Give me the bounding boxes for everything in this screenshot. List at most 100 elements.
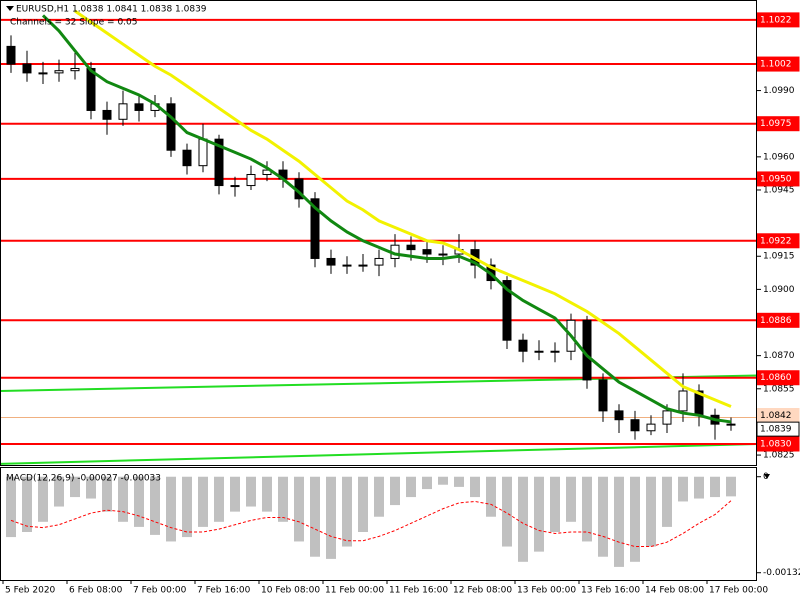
macd-bar (614, 476, 624, 567)
candle-body (630, 419, 640, 432)
macd-bar (118, 476, 128, 522)
candle-body (614, 410, 624, 421)
candle-body (310, 198, 320, 259)
y-tick-label: 1.0900 (763, 285, 795, 295)
x-tick-label: 6 Feb 08:00 (69, 586, 123, 596)
y-tick-label: 1.0825 (763, 451, 795, 461)
macd-bar (278, 476, 288, 522)
price-box-label: 1.0842 (760, 411, 792, 421)
candle-body (22, 63, 32, 74)
macd-bar (166, 476, 176, 542)
macd-bar (582, 476, 592, 542)
macd-bar (374, 476, 384, 517)
macd-bar (406, 476, 416, 498)
macd-bar (646, 476, 656, 547)
macd-bar (182, 476, 192, 538)
y-tick-label: 1.0870 (763, 351, 795, 361)
candle-body (70, 67, 80, 72)
price-box-label: 1.0922 (760, 236, 792, 246)
macd-bar (230, 476, 240, 512)
candle-body (166, 103, 176, 151)
macd-bar (390, 476, 400, 506)
candle-body (102, 109, 112, 120)
candle-body (502, 280, 512, 341)
macd-bar (518, 476, 528, 562)
candle-body (726, 423, 736, 426)
plot-layer: 1.08251.08551.08701.09001.09151.09451.09… (0, 9, 800, 596)
macd-bar (534, 476, 544, 552)
candle-body (86, 67, 96, 111)
macd-arrow[interactable] (764, 474, 770, 479)
macd-bar (598, 476, 608, 557)
candle-body (230, 185, 240, 188)
macd-bar (22, 476, 32, 532)
macd-bar (726, 476, 736, 497)
macd-title: MACD(12,26,9) -0.00027 -0.00033 (6, 474, 161, 484)
candle-body (518, 339, 528, 352)
macd-bar (102, 476, 112, 512)
y-tick-label: 1.0960 (763, 152, 795, 162)
candle-body (406, 244, 416, 251)
trendline (0, 443, 758, 465)
candle-body (646, 423, 656, 432)
candle-body (54, 70, 64, 74)
macd-bar (486, 476, 496, 517)
candle-body (182, 149, 192, 167)
macd-bar (262, 476, 272, 512)
macd-bar (214, 476, 224, 522)
candle-body (598, 379, 608, 412)
price-frame (0, 0, 757, 466)
macd-bar (454, 476, 464, 487)
macd-bar (310, 476, 320, 557)
x-tick-label: 13 Feb 00:00 (517, 586, 576, 596)
price-box-label: 1.1002 (760, 60, 792, 70)
price-box-label: 1.0830 (760, 440, 792, 450)
x-tick-label: 14 Feb 08:00 (645, 586, 704, 596)
candle-body (246, 174, 256, 187)
chart-subtitle: Channels = 32 Slope = 0.05 (10, 18, 138, 28)
macd-bar (6, 476, 16, 538)
macd-bar (294, 476, 304, 542)
macd-bar (86, 476, 96, 499)
price-box-label: 1.0975 (760, 119, 792, 129)
macd-bar (246, 476, 256, 507)
x-tick-label: 13 Feb 16:00 (581, 586, 640, 596)
moving-average (74, 9, 732, 408)
candle-body (374, 257, 384, 266)
macd-bar (630, 476, 640, 562)
candle-body (198, 138, 208, 167)
macd-bar (134, 476, 144, 527)
macd-bar (710, 476, 720, 498)
moving-average (41, 14, 732, 424)
candle-body (214, 138, 224, 187)
macd-frame (0, 467, 757, 581)
candle-body (662, 410, 672, 425)
macd-bar (550, 476, 560, 532)
x-tick-label: 12 Feb 08:00 (453, 586, 512, 596)
x-tick-label: 11 Feb 16:00 (389, 586, 448, 596)
macd-bar (358, 476, 368, 532)
menu-arrow[interactable] (6, 6, 14, 11)
y-tick-label: 1.0855 (763, 384, 795, 394)
macd-bar (438, 476, 448, 485)
price-box-label: 1.0886 (760, 316, 792, 326)
macd-bar (678, 476, 688, 502)
macd-bar (326, 476, 336, 559)
macd-bar (342, 476, 352, 547)
macd-bar (694, 476, 704, 499)
candle-body (534, 350, 544, 353)
macd-bar (70, 476, 80, 498)
candle-body (342, 264, 352, 267)
x-tick-label: 17 Feb 00:00 (709, 586, 768, 596)
x-tick-label: 10 Feb 08:00 (261, 586, 320, 596)
y-tick-label: 1.0915 (763, 252, 795, 262)
candle-body (6, 45, 16, 65)
candle-body (358, 264, 368, 267)
macd-bar (422, 476, 432, 490)
macd-bar (38, 476, 48, 522)
macd-bar (470, 476, 480, 498)
macd-y-tick-label: -0.00132 (763, 568, 800, 578)
macd-bar (566, 476, 576, 522)
candle-body (38, 72, 48, 75)
